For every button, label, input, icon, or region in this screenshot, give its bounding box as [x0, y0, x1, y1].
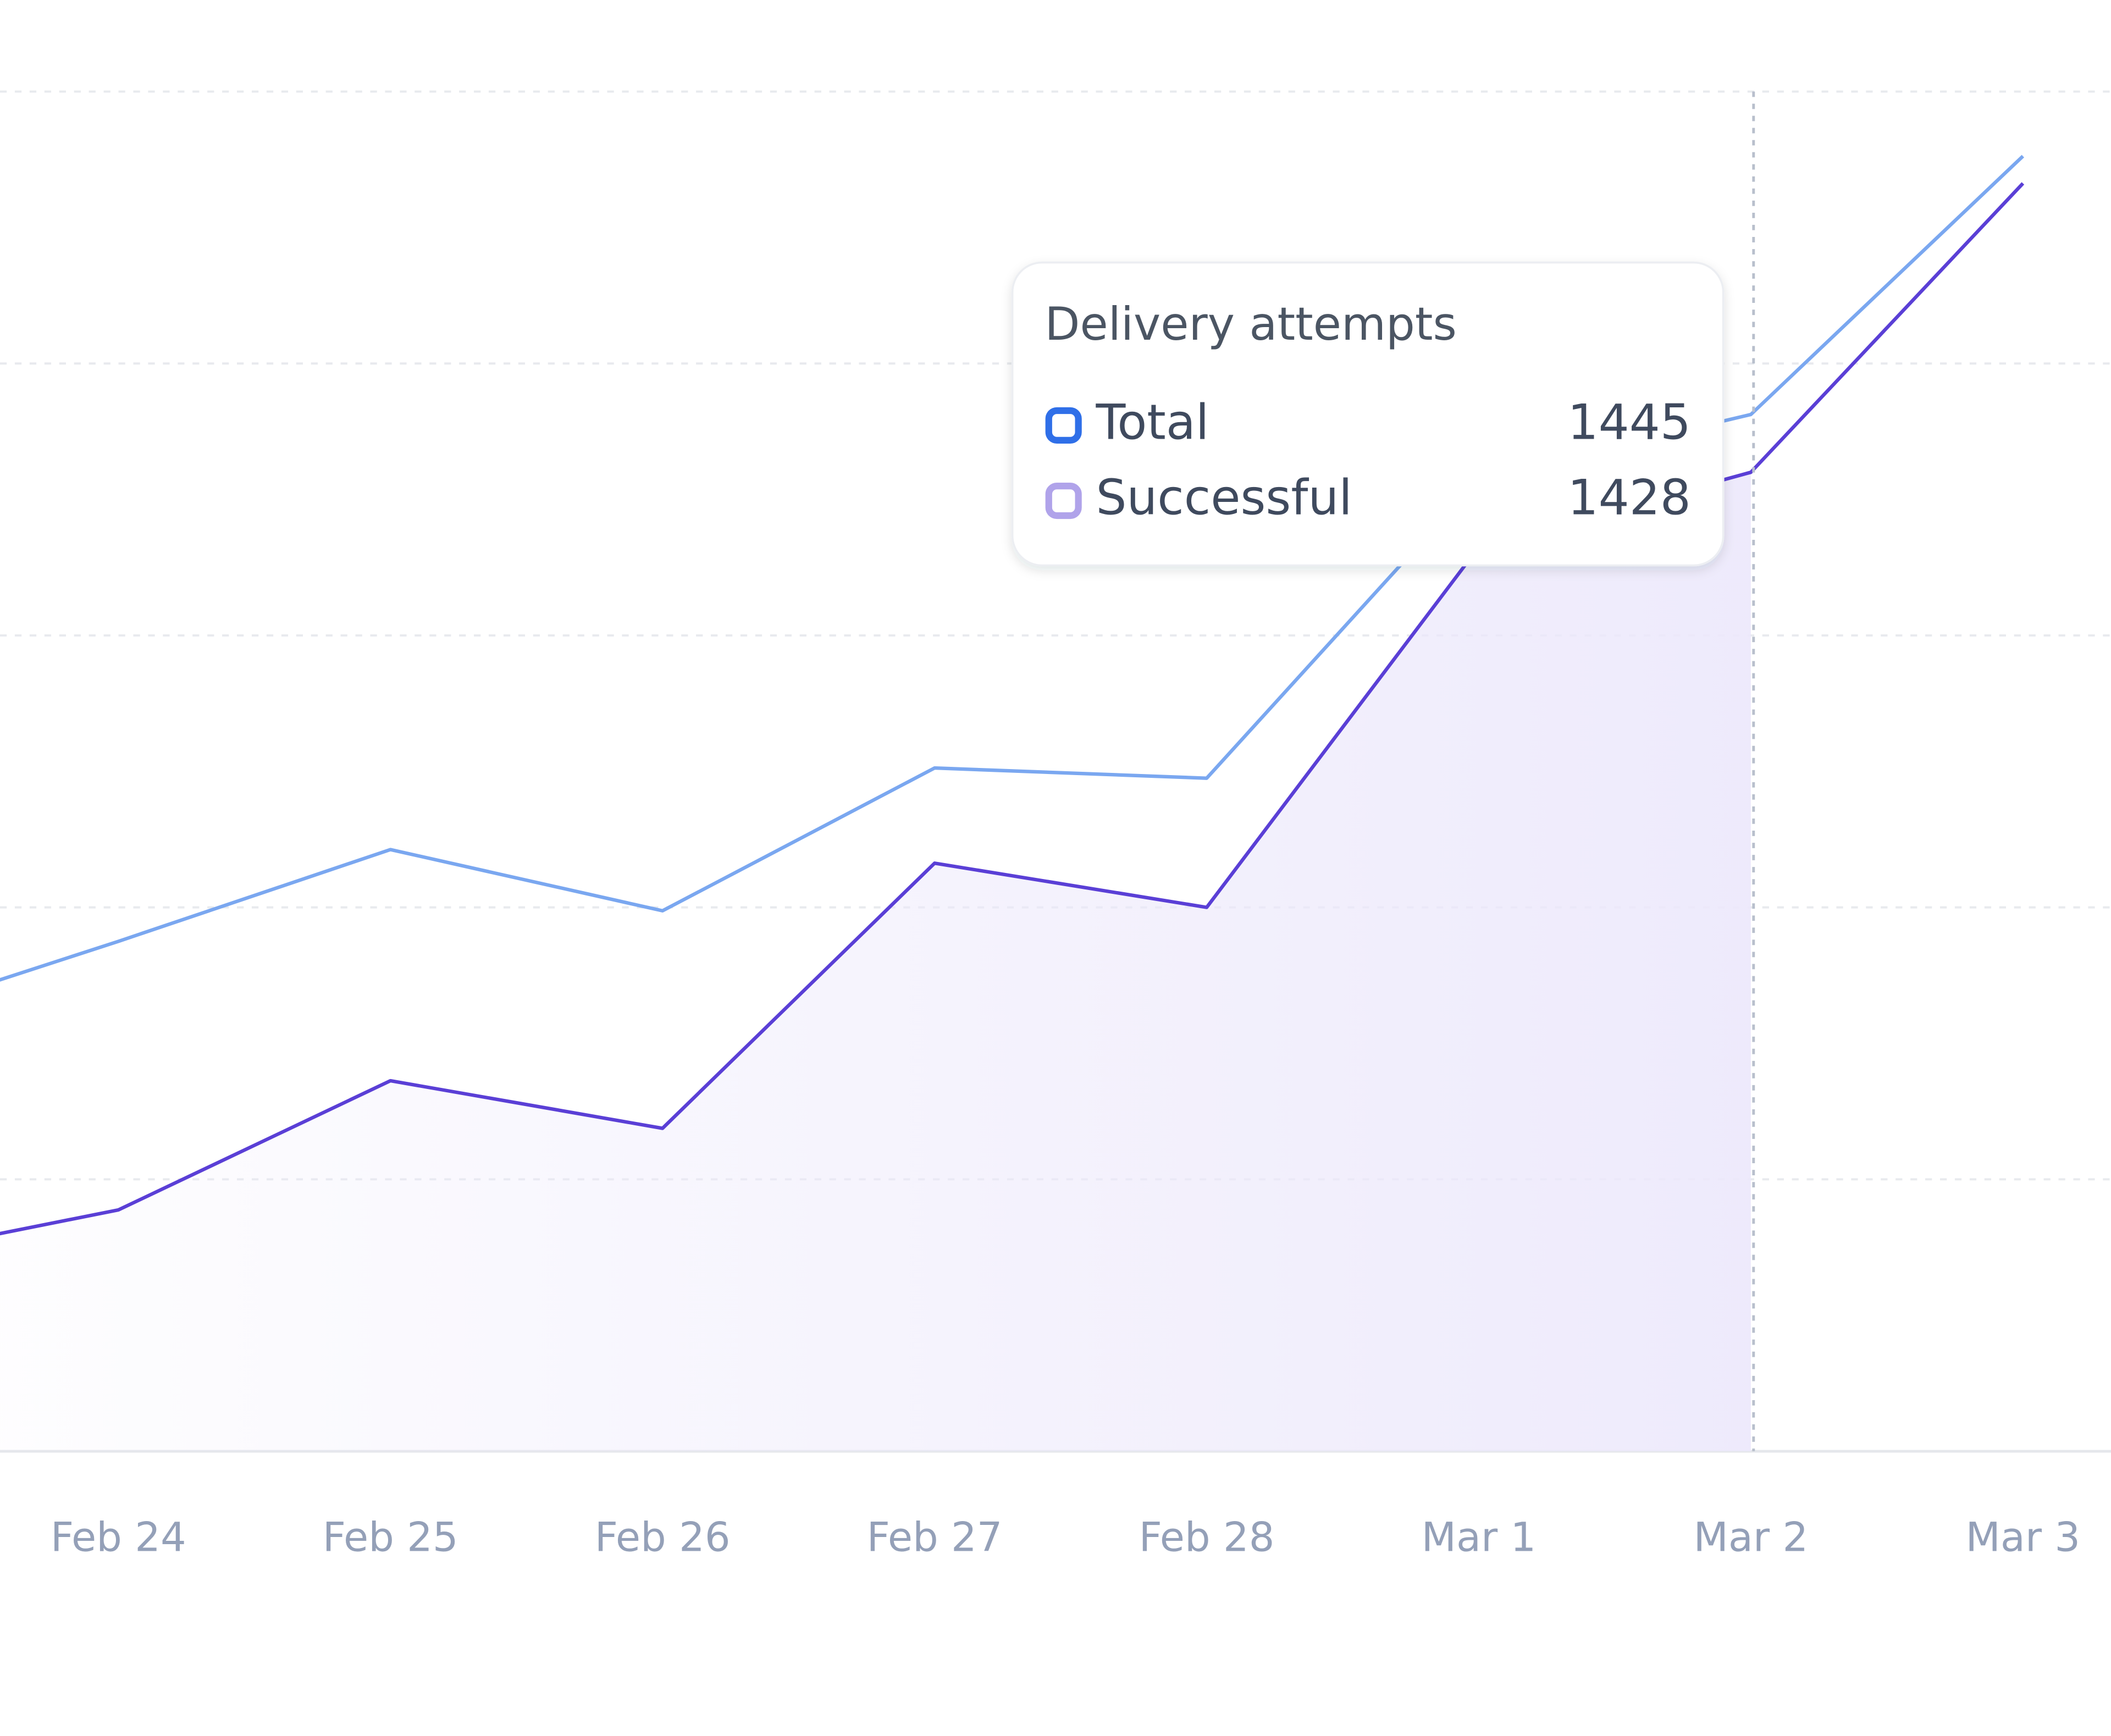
x-tick-label: Feb 26	[595, 1514, 731, 1561]
legend-marker	[1045, 407, 1082, 444]
legend-label: Successful	[1096, 469, 1352, 526]
tooltip: Delivery attempts Total 1445 Successful 1428	[1011, 261, 1725, 567]
legend-label: Total	[1095, 394, 1209, 450]
x-tick-label: Feb 28	[1139, 1514, 1275, 1561]
legend-marker	[1045, 482, 1082, 519]
x-tick-label: Feb 25	[323, 1514, 458, 1561]
tooltip-value: 1428	[1568, 469, 1691, 526]
tooltip-title: Delivery attempts	[1045, 297, 1457, 351]
area-fill	[0, 472, 1751, 1452]
x-tick-label: Feb 27	[867, 1514, 1003, 1561]
x-tick-label: Mar 3	[1966, 1514, 2081, 1561]
x-tick-label: Feb 24	[51, 1514, 186, 1561]
tooltip-value: 1445	[1568, 394, 1691, 450]
x-tick-label: Mar 2	[1694, 1514, 1809, 1561]
x-tick-label: Mar 1	[1422, 1514, 1537, 1561]
tooltip-box	[1011, 261, 1725, 567]
